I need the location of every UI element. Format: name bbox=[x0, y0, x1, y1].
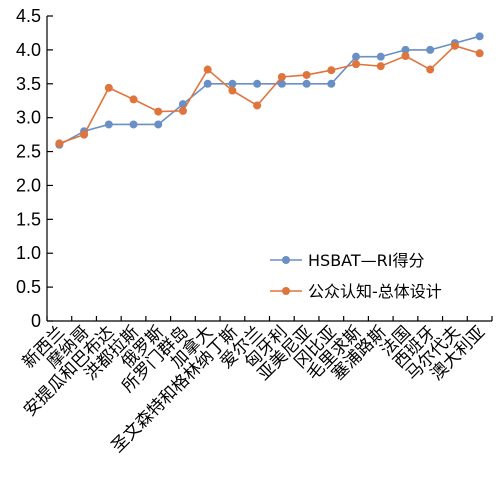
series-1-point bbox=[228, 86, 237, 95]
series-0-point bbox=[352, 52, 361, 61]
series-0-point bbox=[277, 79, 286, 88]
series-0-point bbox=[154, 120, 163, 129]
series-0-point bbox=[203, 79, 212, 88]
series-0-point bbox=[302, 79, 311, 88]
series-1-point bbox=[55, 139, 64, 148]
series-1-point bbox=[475, 49, 484, 58]
series-1-point bbox=[426, 65, 435, 74]
series-0-point bbox=[129, 120, 138, 129]
y-tick-label: 0 bbox=[31, 311, 41, 331]
series-line-0 bbox=[58, 35, 480, 146]
series-0-point bbox=[104, 120, 113, 129]
series-1-point bbox=[376, 62, 385, 71]
plot-area: 0 0.5 1.0 1.5 2.0 2.5 3.0 3.5 4.0 4.5 新西兰摩纳哥安提瓜和巴… bbox=[16, 6, 493, 457]
series-1-point bbox=[277, 73, 286, 81]
series-1-point bbox=[401, 51, 410, 60]
series-line-1 bbox=[59, 44, 480, 145]
y-tick-label: 4.0 bbox=[16, 40, 41, 60]
series-1-point bbox=[327, 66, 336, 75]
series-0-point bbox=[253, 79, 262, 88]
y-tick-label: 0.5 bbox=[16, 277, 41, 297]
series-1-point bbox=[253, 101, 262, 110]
legend-swatch-marker bbox=[282, 256, 290, 264]
y-tick-label: 3.0 bbox=[16, 108, 41, 128]
legend-label: HSBAT—RI得分 bbox=[308, 251, 424, 270]
series-1-point bbox=[450, 41, 459, 50]
series-0-point bbox=[475, 32, 484, 41]
y-tick-label: 1.0 bbox=[16, 243, 41, 263]
series-1-point bbox=[302, 70, 311, 79]
series-1-point bbox=[203, 65, 212, 74]
legend-swatch-marker bbox=[282, 287, 290, 295]
series-0-point bbox=[401, 45, 410, 54]
series-0-point bbox=[228, 79, 237, 88]
series-0-point bbox=[426, 45, 435, 54]
y-tick-label: 3.5 bbox=[16, 74, 41, 94]
x-axis-ticks: 新西兰摩纳哥安提瓜和巴布达洪都拉斯俄罗斯所罗门群岛加拿大圣文森特和格林纳丁斯爱尔… bbox=[19, 316, 493, 457]
series-0-point bbox=[376, 52, 385, 61]
y-tick-label: 2.0 bbox=[16, 175, 41, 195]
y-tick-label: 4.5 bbox=[16, 6, 41, 26]
series-0-point bbox=[327, 79, 336, 88]
series-1-point bbox=[352, 60, 361, 69]
legend-label: 公众认知-总体设计 bbox=[308, 282, 442, 301]
series-1-point bbox=[178, 106, 187, 115]
series-layer bbox=[55, 32, 484, 149]
series-1-point bbox=[129, 95, 138, 104]
series-1-point bbox=[80, 130, 89, 139]
series-1-point bbox=[104, 83, 113, 92]
y-axis-ticks: 0 0.5 1.0 1.5 2.0 2.5 3.0 3.5 4.0 4.5 bbox=[16, 6, 53, 331]
series-1-point bbox=[154, 107, 163, 116]
y-tick-label: 1.5 bbox=[16, 209, 41, 229]
y-tick-label: 2.5 bbox=[16, 142, 41, 162]
